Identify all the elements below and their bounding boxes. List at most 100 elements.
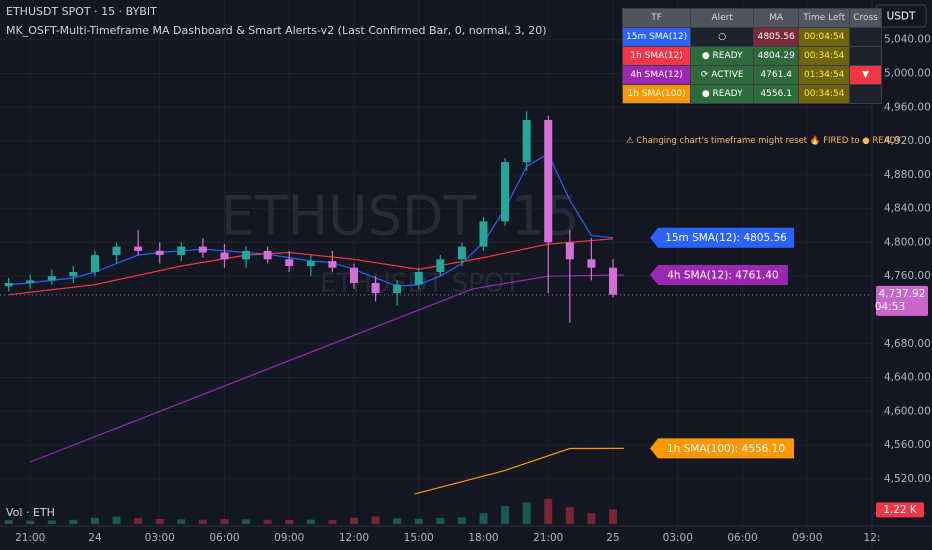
dashboard-header: TF Alert MA Time Left Cross <box>621 8 882 28</box>
ma-line <box>8 238 614 296</box>
volume-bar <box>155 518 164 524</box>
volume-bar <box>26 520 35 524</box>
y-tick-label: 4,600.00 <box>884 405 931 417</box>
ma-line <box>414 447 624 495</box>
volume-bar <box>285 520 294 524</box>
y-tick-label: 4,760.00 <box>884 270 931 282</box>
candle-body <box>393 284 402 294</box>
volume-bar <box>69 519 78 524</box>
candle-body <box>177 246 186 256</box>
ma-end-label: 15m SMA(12): 4805.56 <box>665 232 787 244</box>
ma-end-label: 1h SMA(100): 4556.10 <box>667 443 785 455</box>
cell-time-left: 00:34:54 <box>798 84 851 104</box>
header-cell: TF <box>621 8 692 28</box>
y-tick-label: 4,920.00 <box>884 135 931 147</box>
cell-alert: ● READY <box>690 46 755 66</box>
candle-body <box>479 221 488 247</box>
x-tick-label: 15:00 <box>404 532 434 544</box>
watermark: ETHUSDT, 15 <box>220 185 579 248</box>
dashboard-row: 1h SMA(12) ● READY 4804.29 00:34:54 <box>621 46 882 66</box>
candle-body <box>436 259 445 272</box>
volume-bar <box>134 518 143 524</box>
y-tick-label: 4,520.00 <box>884 473 931 485</box>
cell-cross <box>849 46 882 66</box>
y-tick-label: 4,680.00 <box>884 338 931 350</box>
y-tick-label: 4,800.00 <box>884 236 931 248</box>
volume-bar <box>349 517 358 524</box>
candle-body <box>47 276 56 281</box>
x-tick-label: 09:00 <box>792 532 822 544</box>
candle-body <box>371 282 380 294</box>
y-tick-label: 5,000.00 <box>884 67 931 79</box>
volume-bar <box>112 516 121 524</box>
candle-body <box>587 259 596 268</box>
volume-bar <box>198 519 207 524</box>
cell-alert: ● READY <box>690 84 755 104</box>
volume-bar <box>220 519 229 524</box>
volume-bar <box>4 520 13 524</box>
cell-cross <box>849 84 882 104</box>
x-tick-label: 12:00 <box>339 532 369 544</box>
ma-line <box>29 274 624 463</box>
candle-body <box>26 280 35 283</box>
candle-body <box>4 282 13 287</box>
candle-body <box>90 255 99 272</box>
volume-bar <box>242 519 251 524</box>
candle-body <box>69 271 78 277</box>
cell-time-left: 01:34:54 <box>798 65 851 85</box>
cell-ma: 4805.56 <box>753 27 800 47</box>
candle-body <box>134 246 143 251</box>
y-tick-label: 4,880.00 <box>884 169 931 181</box>
candle-body <box>155 250 164 256</box>
header-cell: Cross <box>849 8 882 28</box>
y-tick-label: 4,840.00 <box>884 203 931 215</box>
cell-ma: 4556.1 <box>753 84 800 104</box>
volume-bar <box>479 513 488 524</box>
volume-bar <box>177 519 186 524</box>
candle-body <box>198 246 207 253</box>
volume-label: Vol · ETH <box>6 506 55 519</box>
ma-end-label-box <box>650 438 794 459</box>
volume-bar <box>501 506 510 524</box>
candle-body <box>522 119 531 163</box>
candle-body <box>306 260 315 267</box>
volume-bar <box>565 507 574 524</box>
volume-bar <box>457 517 466 524</box>
cell-tf: 4h SMA(12) <box>621 65 692 85</box>
x-tick-label: 24 <box>88 532 102 544</box>
volume-bar <box>608 509 617 524</box>
volume-bar <box>393 518 402 524</box>
volume-bar <box>47 520 56 524</box>
y-tick-label: 4,960.00 <box>884 101 931 113</box>
cell-tf: 1h SMA(100) <box>621 84 692 104</box>
dashboard-row: 1h SMA(100) ● READY 4556.1 00:34:54 <box>621 84 882 104</box>
candle-body <box>263 250 272 260</box>
volume-bar <box>544 498 553 524</box>
candle-body <box>349 267 358 283</box>
indicator-title: MK_OSFT-Multi-Timeframe MA Dashboard & S… <box>6 24 547 37</box>
last-price-badge <box>876 285 928 316</box>
volume-bar <box>587 513 596 524</box>
volume-bar <box>90 517 99 524</box>
x-tick-label: 25 <box>606 532 619 544</box>
y-tick-label: 5,040.00 <box>884 34 931 46</box>
volume-bar <box>436 518 445 524</box>
x-tick-label: 06:00 <box>727 532 757 544</box>
cell-time-left: 00:34:54 <box>798 46 851 66</box>
cell-alert: ○ <box>690 27 755 47</box>
candle-body <box>565 242 574 260</box>
dashboard-row: 15m SMA(12) ○ 4805.56 00:04:54 <box>621 27 882 47</box>
volume-bar <box>414 518 423 524</box>
y-tick-label: 4,560.00 <box>884 439 931 451</box>
volume-bar <box>371 516 380 524</box>
y-tick-label: 4,640.00 <box>884 372 931 384</box>
cell-tf: 15m SMA(12) <box>621 27 692 47</box>
x-tick-label: 03:00 <box>145 532 175 544</box>
candle-body <box>414 271 423 285</box>
chart-title: ETHUSDT SPOT · 15 · BYBIT <box>6 5 157 18</box>
ma-end-label-box <box>650 265 788 285</box>
candle-body <box>328 260 337 268</box>
header-cell: Alert <box>690 8 755 28</box>
cell-ma: 4804.29 <box>753 46 800 66</box>
